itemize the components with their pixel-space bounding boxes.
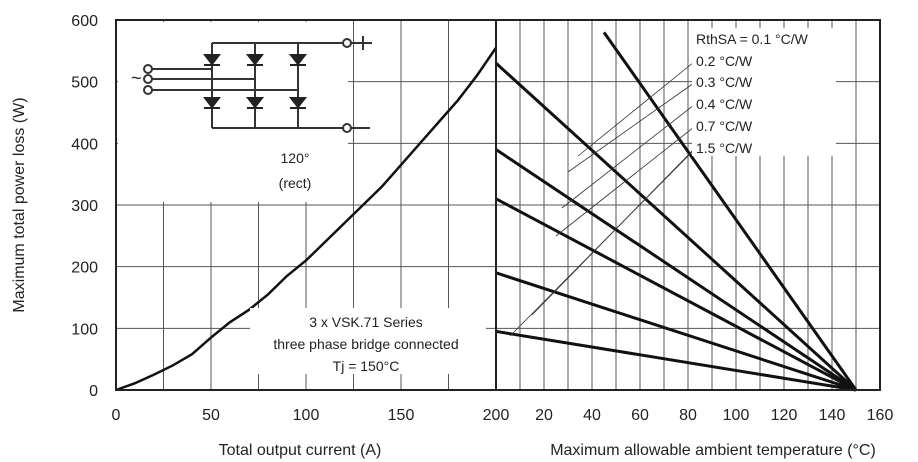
left-x-tick-label: 50 bbox=[202, 407, 220, 424]
y-tick-label: 500 bbox=[71, 75, 98, 92]
leader-lines bbox=[509, 61, 695, 337]
rthsa-line-3 bbox=[495, 197, 857, 392]
inset-background bbox=[118, 22, 348, 202]
power-loss-curve bbox=[115, 47, 498, 392]
leader-line bbox=[509, 149, 695, 337]
inset-mode-label: (rect) bbox=[279, 175, 312, 191]
series-label-4: 0.7 °C/W bbox=[696, 118, 753, 134]
diodes bbox=[202, 54, 308, 109]
curves bbox=[115, 31, 858, 392]
circuit-inset: ~ 120° (rect) bbox=[118, 22, 372, 202]
rthsa-line-5 bbox=[495, 329, 857, 392]
series-labels: RthSA = 0.1 °C/W 0.2 °C/W 0.3 °C/W 0.4 °… bbox=[692, 28, 836, 156]
right-x-tick-label: 40 bbox=[583, 407, 601, 424]
leader-line bbox=[577, 61, 695, 157]
series-annotation: 3 x VSK.71 Series three phase bridge con… bbox=[250, 308, 486, 374]
right-x-tick-label: 80 bbox=[679, 407, 697, 424]
y-tick-label: 200 bbox=[71, 260, 98, 277]
right-x-tick-label: 160 bbox=[867, 407, 894, 424]
series-label-background bbox=[692, 28, 836, 156]
y-tick-label: 300 bbox=[71, 198, 98, 215]
annotation-line-2: three phase bridge connected bbox=[273, 336, 458, 352]
series-label-0: RthSA = 0.1 °C/W bbox=[696, 31, 809, 47]
left-x-tick-label: 0 bbox=[112, 407, 121, 424]
left-x-tick-label: 200 bbox=[483, 407, 510, 424]
annotation-line-3: Tj = 150°C bbox=[333, 358, 400, 374]
right-plot-frame bbox=[495, 19, 881, 391]
ac-source-icon: ~ bbox=[131, 68, 142, 88]
tick-labels: 0 100 200 300 400 500 600 0 50 100 150 200 20 40 60 80 1… bbox=[71, 13, 893, 424]
inset-angle-label: 120° bbox=[281, 150, 310, 166]
series-label-2: 0.3 °C/W bbox=[696, 74, 753, 90]
rthsa-line-4 bbox=[495, 271, 857, 392]
left-x-tick-label: 100 bbox=[293, 407, 320, 424]
right-x-tick-label: 60 bbox=[631, 407, 649, 424]
y-tick-label: 100 bbox=[71, 321, 98, 338]
series-label-5: 1.5 °C/W bbox=[696, 140, 753, 156]
y-axis-label: Maximum total power loss (W) bbox=[11, 97, 28, 312]
y-tick-label: 600 bbox=[71, 13, 98, 30]
right-x-axis-label: Maximum allowable ambient temperature (°… bbox=[550, 442, 876, 459]
left-x-tick-label: 150 bbox=[388, 407, 415, 424]
left-x-axis-label: Total output current (A) bbox=[219, 442, 382, 459]
leader-line bbox=[561, 104, 695, 209]
series-label-1: 0.2 °C/W bbox=[696, 53, 753, 69]
series-label-3: 0.4 °C/W bbox=[696, 96, 753, 112]
rthsa-line-1 bbox=[494, 62, 858, 392]
annotation-line-1: 3 x VSK.71 Series bbox=[309, 314, 423, 330]
leader-line bbox=[567, 82, 695, 173]
right-x-tick-label: 100 bbox=[723, 407, 750, 424]
right-x-tick-label: 120 bbox=[771, 407, 798, 424]
annotation-background bbox=[250, 308, 486, 374]
leader-line bbox=[555, 126, 695, 237]
rthsa-line-2 bbox=[495, 148, 857, 392]
right-x-tick-label: 140 bbox=[819, 407, 846, 424]
rthsa-line-0 bbox=[602, 31, 858, 391]
right-x-tick-label: 20 bbox=[535, 407, 553, 424]
y-tick-label: 400 bbox=[71, 136, 98, 153]
y-tick-label: 0 bbox=[89, 383, 98, 400]
